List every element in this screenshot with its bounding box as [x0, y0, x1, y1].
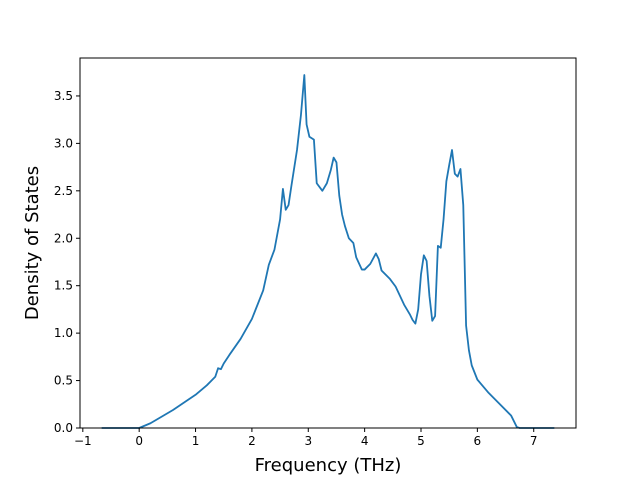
axes-frame: [79, 57, 577, 429]
y-tick-label: 1.5: [54, 279, 73, 293]
x-tick-label: 6: [474, 434, 482, 448]
y-tick-label: 2.5: [54, 184, 73, 198]
y-tick-label: 0.5: [54, 374, 73, 388]
x-tick-label: 1: [192, 434, 200, 448]
x-tick-label: 7: [530, 434, 538, 448]
axis-ticks: −1 0 1 2 3 4 5 6 7 0.0 0.5 1.0 1.5 2.0 2.5 3.0 3.5: [54, 89, 538, 448]
x-axis-label: Frequency (THz): [255, 455, 402, 476]
y-tick-label: 3.5: [54, 89, 73, 103]
x-tick-label: −1: [74, 434, 92, 448]
x-tick-label: 4: [361, 434, 369, 448]
x-tick-label: 2: [248, 434, 256, 448]
y-tick-label: 0.0: [54, 421, 73, 435]
y-tick-label: 1.0: [54, 326, 73, 340]
y-tick-label: 2.0: [54, 231, 73, 245]
y-tick-label: 3.0: [54, 136, 73, 150]
dos-series-line: [101, 74, 555, 429]
plot-area: [101, 74, 555, 429]
y-axis-label: Density of States: [22, 166, 43, 320]
x-tick-label: 3: [304, 434, 312, 448]
x-tick-label: 5: [417, 434, 425, 448]
x-tick-label: 0: [135, 434, 143, 448]
